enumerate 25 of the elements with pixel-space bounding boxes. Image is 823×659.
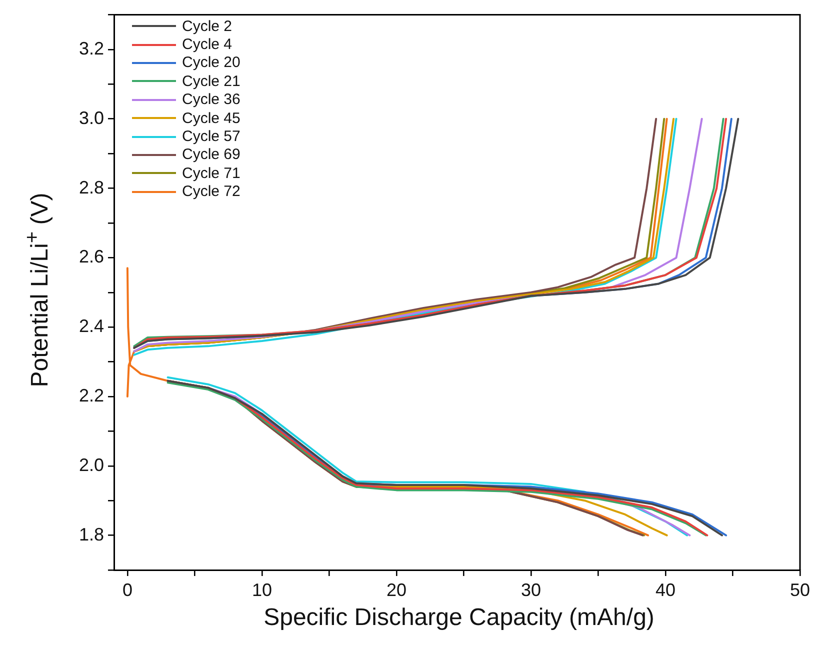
x-tick-label: 40: [655, 580, 676, 600]
x-tick-label: 20: [386, 580, 406, 600]
legend-label: Cycle 72: [182, 183, 240, 200]
y-tick-label: 2.0: [78, 454, 104, 475]
x-tick-label: 30: [520, 580, 541, 600]
x-tick-label: 0: [122, 580, 132, 600]
legend-label: Cycle 36: [182, 91, 240, 108]
legend-label: Cycle 2: [182, 18, 232, 35]
x-tick-label: 10: [252, 580, 272, 600]
y-tick-label: 3.0: [78, 108, 104, 128]
y-tick-label: 2.6: [78, 246, 104, 267]
legend-label: Cycle 71: [182, 164, 240, 182]
x-axis-title: Specific Discharge Capacity (mAh/g): [262, 604, 656, 632]
y-tick-label: 2.4: [78, 316, 104, 336]
legend-label: Cycle 4: [182, 36, 232, 54]
legend-label: Cycle 20: [182, 54, 240, 72]
y-tick-label: 1.8: [78, 524, 104, 544]
legend-label: Cycle 21: [182, 72, 240, 90]
legend-label: Cycle 69: [182, 146, 240, 164]
legend-label: Cycle 57: [182, 128, 240, 146]
x-tick-label: 50: [790, 580, 810, 600]
y-tick-label: 2.8: [78, 177, 104, 198]
legend-label: Cycle 45: [182, 110, 240, 127]
y-tick-label: 2.2: [78, 385, 104, 406]
y-tick-label: 3.2: [78, 38, 104, 58]
